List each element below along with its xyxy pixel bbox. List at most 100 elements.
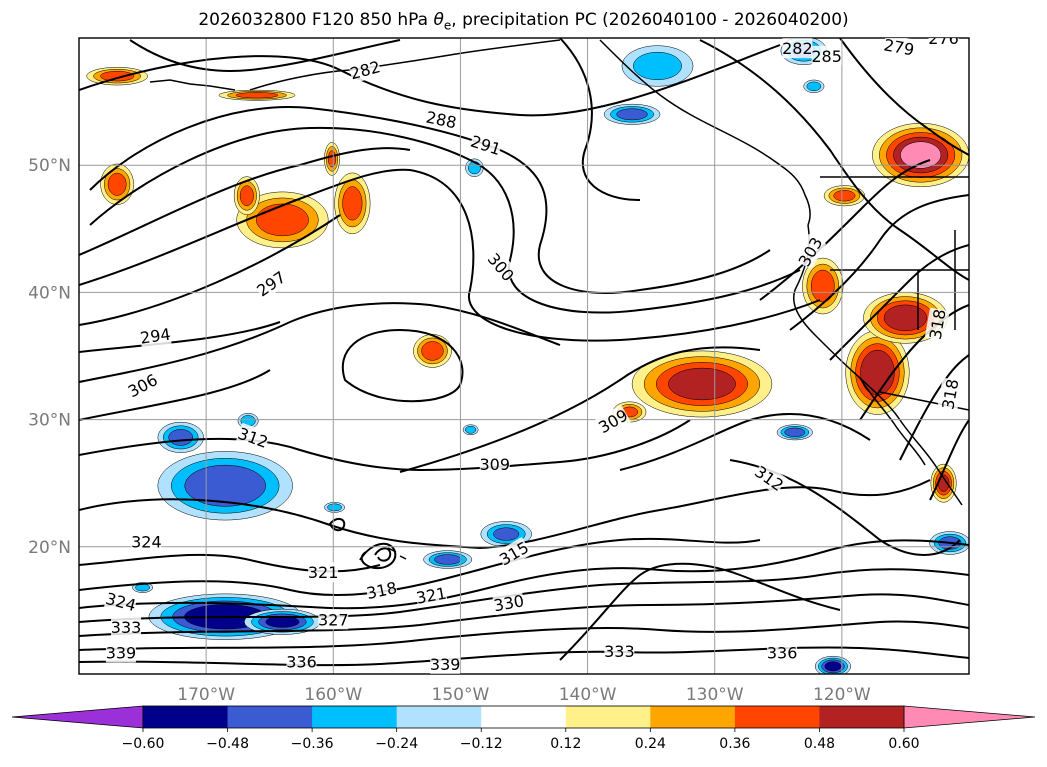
lat-tick-label: 50°N (28, 156, 71, 176)
title-main: 2026032800 F120 850 hPa (198, 10, 434, 30)
contour-line (559, 562, 841, 661)
precip-contour-band (824, 661, 842, 672)
contour-line (79, 214, 341, 326)
coastlines (149, 39, 969, 560)
contour-value: 276 (928, 29, 959, 48)
precip-contour-band (900, 141, 942, 169)
contour-line (79, 321, 281, 353)
contour-label-bg (286, 651, 317, 672)
coastline-us-west (793, 224, 963, 506)
contour-value: 309 (479, 455, 510, 474)
contour-line (79, 44, 781, 117)
contour-label-bg (430, 653, 461, 674)
colorbar-under-arrow (11, 705, 144, 729)
graticule (79, 38, 969, 674)
contour-line (559, 38, 641, 201)
contour-line (79, 620, 969, 651)
contour-value: 336 (286, 652, 317, 671)
contour-label: 282 (348, 56, 382, 83)
precip-region (423, 550, 473, 569)
contour-value: 294 (139, 325, 172, 348)
lat-tick-label: 20°N (28, 538, 71, 558)
precip-contour-band (184, 464, 266, 507)
precip-contour-band (342, 186, 363, 221)
contour-line (341, 328, 464, 403)
precip-region (845, 330, 910, 415)
contour-line (859, 304, 969, 421)
contour-value: 336 (767, 643, 798, 662)
contour-value: 324 (104, 589, 138, 615)
chart-title: 2026032800 F120 850 hPa θe, precipitatio… (0, 10, 1047, 32)
precip-contour-band (616, 108, 648, 121)
precip-contour-band (168, 429, 194, 446)
colorbar-segment (312, 706, 398, 728)
map-frame (78, 37, 970, 675)
contour-value: 333 (111, 618, 142, 637)
colorbar-tick-label: 0.36 (719, 736, 750, 752)
contour-value: 339 (106, 643, 137, 662)
contour-label-bg (495, 536, 532, 570)
contour-value: 339 (430, 655, 461, 674)
title-symbol: θ (433, 10, 444, 30)
precip-region (823, 185, 865, 207)
contour-line (79, 539, 969, 610)
title-period: , precipitation PC (2026040100 - 2026040… (451, 10, 849, 30)
contour-label: 324 (131, 531, 162, 552)
contour-line (699, 39, 969, 281)
contour-value: 297 (253, 267, 289, 300)
coastline-gulf-of-alaska (599, 39, 811, 226)
lon-tick-label: 170°W (177, 685, 235, 705)
contour-label-bg (252, 266, 290, 301)
precip-contour-band (100, 71, 135, 82)
contour-value: 324 (131, 533, 162, 552)
contour-label: 291 (468, 130, 504, 159)
precip-region (132, 582, 153, 593)
precip-region (631, 350, 773, 418)
contour-line (929, 419, 969, 501)
contour-label: 333 (604, 641, 635, 662)
contour-line (79, 147, 411, 256)
lat-tick-label: 30°N (28, 411, 71, 431)
lon-tick-label: 140°W (559, 685, 617, 705)
contour-line (89, 126, 801, 314)
axis-tick-labels: 170°W 160°W 150°W 140°W 130°W 120°W 20°N 30°N 40… (28, 156, 871, 705)
contour-line (79, 168, 821, 342)
contour-line (359, 542, 397, 570)
contour-value: 312 (235, 424, 270, 452)
contour-value: 282 (782, 39, 813, 58)
contour-label-bg (937, 377, 963, 411)
precip-region (465, 158, 484, 177)
colorbar-tick-label: −0.24 (375, 736, 418, 752)
colorbar-tick-label: −0.48 (206, 736, 249, 752)
contour-label-bg (424, 106, 459, 133)
precip-contour-band (467, 161, 481, 175)
contour-label-bg (414, 582, 448, 608)
contour-label-bg (604, 641, 635, 662)
contour-label: 288 (424, 106, 458, 132)
contour-label-bg (131, 531, 162, 552)
precip-contour-band (327, 150, 337, 168)
contour-value: 321 (308, 563, 339, 582)
contour-line (789, 194, 969, 331)
colorbar-segment (396, 706, 482, 728)
precipitation-layer (86, 38, 969, 674)
precip-contour-band (239, 185, 254, 207)
contour-label-bg (882, 38, 916, 60)
contour-label-bg (318, 609, 349, 630)
colorbar-segment (819, 706, 905, 728)
precip-region (462, 424, 479, 436)
contour-label-bg (924, 307, 950, 341)
precip-region (324, 142, 340, 176)
title-subscript: e (443, 18, 452, 33)
coastline-aleutians (149, 79, 236, 91)
contour-label-bg (782, 38, 813, 59)
precip-region (86, 67, 148, 86)
colorbar-tick-label: 0.12 (550, 736, 581, 752)
precip-contour-band (833, 190, 856, 202)
precip-region (218, 89, 296, 101)
precip-contour-band (883, 304, 928, 332)
contour-value: 300 (484, 249, 518, 285)
precip-region (236, 191, 329, 249)
contour-label-bg (103, 587, 139, 616)
